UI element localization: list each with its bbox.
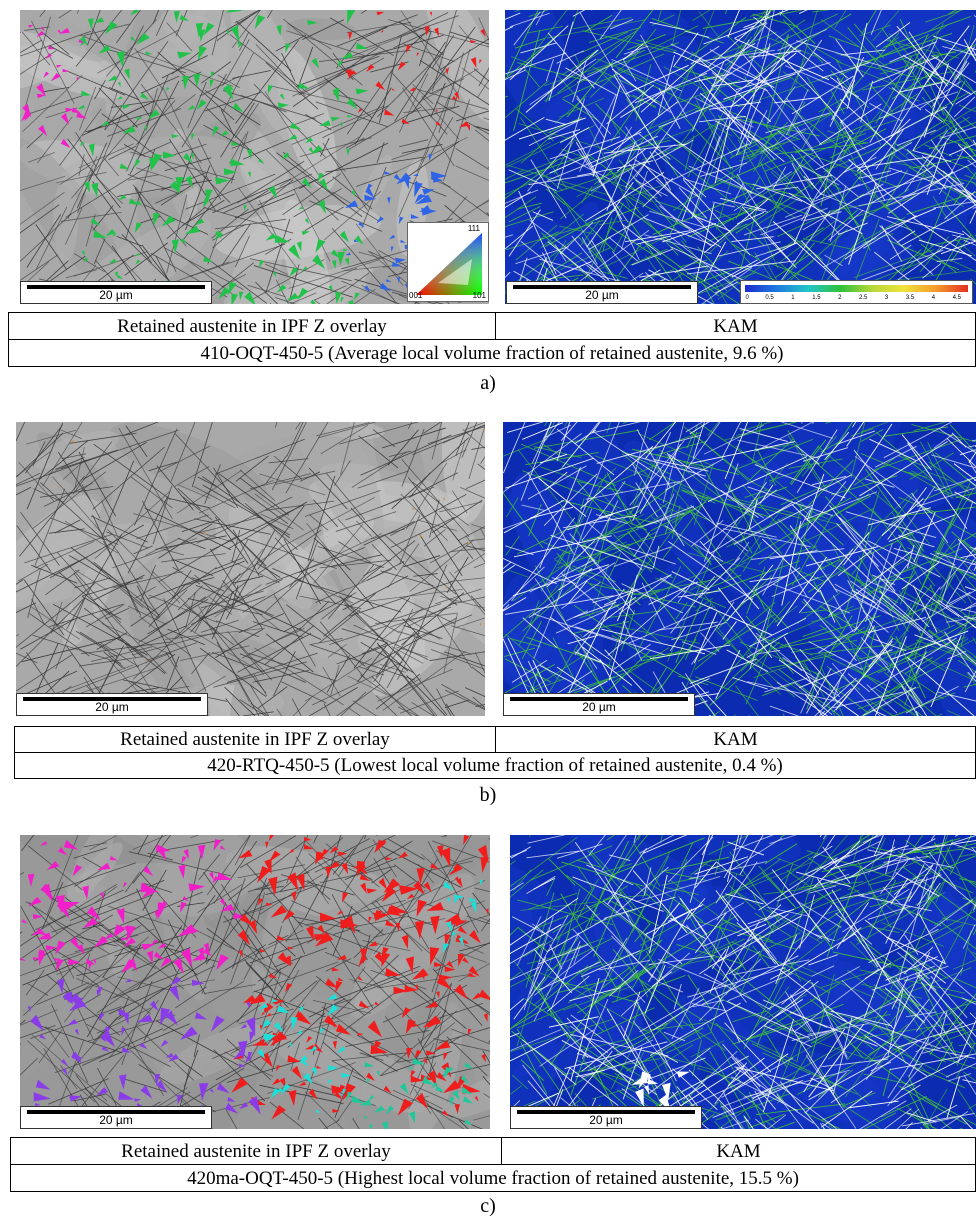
left-image-caption: Retained austenite in IPF Z overlay xyxy=(121,1141,391,1162)
kam-tick: 2 xyxy=(838,295,842,301)
caption-table-b: Retained austenite in IPF Z overlay KAM … xyxy=(14,726,976,779)
scale-bar-line xyxy=(513,285,691,289)
ipf-color-key: 111 001 101 xyxy=(407,222,489,302)
kam-colorbar: 0 0.5 1 1.5 2 2.5 3 3.5 4 4.5 xyxy=(740,280,973,304)
kam-tick: 1 xyxy=(791,295,795,301)
kam-tick: 4.5 xyxy=(952,295,962,301)
table-divider xyxy=(495,727,496,753)
scale-bar-right-a: 20 µm xyxy=(506,281,698,304)
sample-caption: 420ma-OQT-450-5 (Highest local volume fr… xyxy=(187,1168,799,1189)
ipf-key-right-label: 101 xyxy=(472,291,486,300)
panel-label: c) xyxy=(480,1195,496,1217)
kam-tick: 1.5 xyxy=(812,295,821,301)
sample-caption: 420-RTQ-450-5 (Lowest local volume fract… xyxy=(207,755,783,776)
kam-tick: 3.5 xyxy=(905,295,915,301)
scale-bar-line xyxy=(27,285,205,289)
scale-bar-left-c: 20 µm xyxy=(20,1106,212,1129)
panel-label: b) xyxy=(479,784,497,806)
scale-bar-line xyxy=(23,697,201,701)
figure-panel-c: 20 µm 20 µm Retained austenite in IPF Z … xyxy=(0,825,976,1218)
scale-bar-line xyxy=(27,1110,205,1114)
kam-tick: 0 xyxy=(745,295,749,301)
figure-panel-b: 20 µm 20 µm Retained austenite in IPF Z … xyxy=(0,410,976,810)
sample-caption: 410-OQT-450-5 (Average local volume frac… xyxy=(200,343,784,364)
table-row-divider xyxy=(15,752,975,753)
caption-table-c: Retained austenite in IPF Z overlay KAM … xyxy=(10,1137,976,1192)
ipf-overlay-image-c xyxy=(20,835,490,1129)
scale-bar-left-a: 20 µm xyxy=(20,281,212,304)
scale-bar-label: 20 µm xyxy=(99,288,133,302)
kam-colorbar-ticks: 0 0.5 1 1.5 2 2.5 3 3.5 4 4.5 xyxy=(745,295,968,303)
kam-colorbar-gradient xyxy=(745,285,968,292)
scale-bar-label: 20 µm xyxy=(99,1113,133,1127)
table-row-divider xyxy=(9,339,975,340)
ipf-key-left-label: 001 xyxy=(409,291,423,300)
scale-bar-line xyxy=(517,1110,695,1114)
figure-panel-a: 111 001 101 20 µm 20 µm 0 0.5 1 1.5 2 2.… xyxy=(0,0,976,400)
panel-label: a) xyxy=(480,372,496,394)
scale-bar-label: 20 µm xyxy=(95,700,129,714)
kam-tick: 4 xyxy=(931,295,936,301)
ipf-key-top-label: 111 xyxy=(467,224,480,233)
scale-bar-label: 20 µm xyxy=(582,700,616,714)
scale-bar-left-b: 20 µm xyxy=(16,693,208,716)
kam-map-image-a xyxy=(505,10,976,304)
scale-bar-right-b: 20 µm xyxy=(503,693,695,716)
scale-bar-right-c: 20 µm xyxy=(510,1106,702,1129)
table-divider xyxy=(495,313,496,340)
kam-map-image-c xyxy=(510,835,976,1129)
caption-table-a: Retained austenite in IPF Z overlay KAM … xyxy=(8,312,976,367)
scale-bar-label: 20 µm xyxy=(585,288,619,302)
scale-bar-label: 20 µm xyxy=(589,1113,623,1127)
scale-bar-line xyxy=(510,697,688,701)
ipf-overlay-image-b xyxy=(16,422,485,716)
left-image-caption: Retained austenite in IPF Z overlay xyxy=(120,729,390,750)
kam-tick: 2.5 xyxy=(859,295,868,301)
table-divider xyxy=(501,1138,502,1165)
kam-map-image-b xyxy=(503,422,976,716)
kam-tick: 3 xyxy=(884,295,889,301)
right-image-caption: KAM xyxy=(716,1141,761,1162)
kam-tick: 0.5 xyxy=(765,295,774,301)
left-image-caption: Retained austenite in IPF Z overlay xyxy=(117,316,387,337)
table-row-divider xyxy=(11,1164,975,1165)
right-image-caption: KAM xyxy=(713,729,758,750)
right-image-caption: KAM xyxy=(713,316,758,337)
